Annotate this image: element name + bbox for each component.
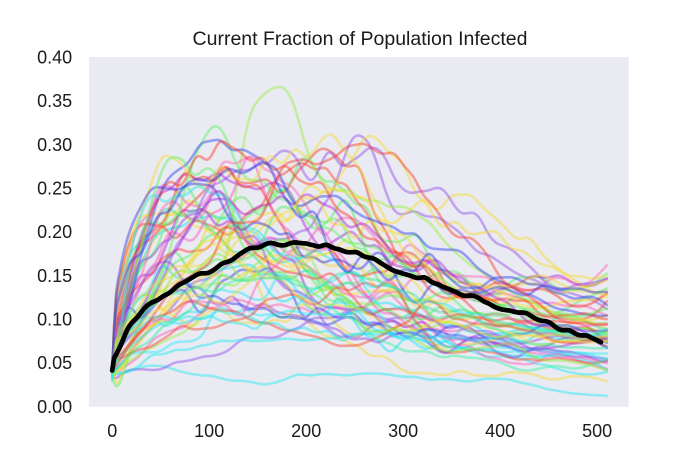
svg-text:Current Fraction of Population: Current Fraction of Population Infected	[193, 28, 528, 50]
svg-text:200: 200	[291, 421, 321, 441]
svg-text:0.40: 0.40	[37, 48, 72, 68]
svg-text:0.15: 0.15	[37, 266, 72, 286]
svg-text:100: 100	[194, 421, 224, 441]
svg-text:400: 400	[485, 421, 515, 441]
svg-text:0.30: 0.30	[37, 135, 72, 155]
svg-text:0.00: 0.00	[37, 397, 72, 417]
svg-text:0.10: 0.10	[37, 310, 72, 330]
svg-text:0.05: 0.05	[37, 353, 72, 373]
svg-text:0: 0	[107, 421, 117, 441]
svg-text:0.35: 0.35	[37, 91, 72, 111]
svg-text:0.25: 0.25	[37, 179, 72, 199]
svg-text:500: 500	[582, 421, 612, 441]
svg-text:300: 300	[388, 421, 418, 441]
svg-text:0.20: 0.20	[37, 222, 72, 242]
